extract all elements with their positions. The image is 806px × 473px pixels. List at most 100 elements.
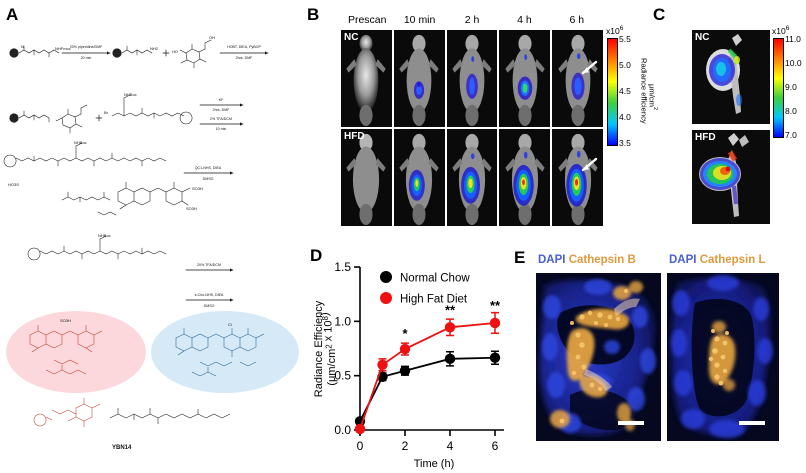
aorta-organ-image-hfd — [699, 133, 749, 217]
panel-e-header-left: DAPI Cathepsin B — [538, 254, 636, 266]
reaction-4-line1: 2% TFA/DCM — [210, 117, 232, 121]
y-tick-label-0: 0.0 — [334, 423, 351, 437]
panel-a-letter: A — [6, 5, 19, 24]
panel-e-letter: E — [514, 248, 526, 267]
timepoint-label-2h: 2 h — [464, 14, 480, 26]
row-tag-hfd: HFD — [344, 131, 365, 142]
mouse-silhouette — [346, 133, 387, 226]
aorta-organ-image-nc — [706, 34, 742, 114]
synthesis-scheme-drawing: 20% piperidine/DMF 20 min HOBT, DIEA, Py… — [3, 35, 299, 451]
label-dapi-left: DAPI — [538, 254, 566, 266]
data-point — [444, 353, 456, 365]
timepoint-label-10min: 10 min — [403, 14, 436, 26]
y-tick-label-1: 0.5 — [334, 369, 351, 383]
data-point — [399, 343, 411, 355]
legend-label-0: Normal Chow — [400, 273, 470, 285]
white-arrow-icon — [581, 157, 597, 172]
red-highlight-ellipse — [6, 311, 146, 393]
legend-marker-1 — [380, 292, 392, 304]
timepoint-label-prescan: Prescan — [347, 14, 387, 26]
colorbar-tick-c-3: 8.0 — [785, 106, 797, 116]
bioluminescence-image-nc-2h — [446, 30, 498, 127]
panel-b-row-nc: NC — [341, 30, 603, 127]
mouse-silhouette — [452, 133, 492, 226]
atom-label-so3h-3: SO3H — [60, 318, 71, 323]
x-tick-label-0: 0 — [357, 439, 364, 453]
reaction-5-line2: DMSO — [203, 177, 214, 181]
panel-b-row-hfd: HFD — [341, 129, 603, 226]
y-tick-label-3: 1.5 — [334, 260, 351, 274]
atom-label-nh2: NH2 — [150, 46, 159, 51]
timepoint-label-6h: 6 h — [569, 14, 585, 26]
reaction-4-line2: 10 min — [216, 127, 227, 131]
reaction-3-line1: KF — [219, 98, 224, 102]
atom-label-so3h-1: SO3H — [186, 206, 197, 211]
chart-axes — [359, 267, 504, 431]
atom-label-nhboc-1: NHBoc — [124, 92, 137, 97]
data-point — [489, 352, 501, 363]
reaction-7-line2: DMSO — [204, 304, 215, 308]
label-dapi-right: DAPI — [669, 254, 697, 266]
bioluminescence-image-nc-4h — [499, 30, 551, 127]
mouse-silhouette — [505, 133, 545, 226]
colorbar-units-b: μm/cm2 — [647, 45, 659, 149]
y-axis-label-line1: Radiance Efficiency — [313, 300, 325, 397]
bioluminescence-image-hfd-10min — [393, 129, 445, 226]
x-tick-label-2: 4 — [447, 439, 454, 453]
panel-c-letter: C — [653, 5, 666, 24]
colorbar-tick-labels-b: 5.5 5.0 4.5 4.0 3.5 — [619, 34, 631, 148]
atom-label-oh: OH — [209, 35, 215, 40]
bioluminescence-image-nc-10min — [393, 30, 445, 127]
bioluminescence-image-hfd-4h — [499, 129, 551, 226]
data-point — [377, 359, 388, 370]
reaction-condition-labels: 20% piperidine/DMF 20 min HOBT, DIEA, Py… — [70, 45, 262, 308]
reaction-5-line1: QC1-NHS, DIEA — [195, 166, 222, 170]
bioluminescence-image-nc-prescan: NC — [341, 30, 392, 127]
colorbar-title-sup-b: 2 — [652, 106, 659, 110]
panel-e-header-right: DAPI Cathepsin L — [669, 254, 766, 266]
panel-b-letter: B — [307, 5, 320, 24]
data-point — [489, 317, 501, 329]
mouse-silhouette — [399, 133, 439, 226]
atom-label-nhfmoc: NHFmoc — [55, 46, 71, 51]
row-tag-nc: NC — [344, 32, 359, 43]
mouse-silhouette — [346, 34, 387, 127]
bioluminescence-image-hfd-2h — [446, 129, 498, 226]
microscopy-image-cathepsin-l — [667, 273, 779, 441]
panel-b-timepoint-labels: Prescan 10 min 2 h 4 h 6 h — [341, 14, 603, 29]
panel-c-ex-vivo-imaging: C NC HFD — [650, 0, 806, 240]
reaction-6-line1: 20% TFA/DCM — [197, 263, 221, 267]
if-image-b-content — [536, 273, 661, 441]
panel-c-colorbar: x106 11.0 10.0 9.0 8.0 7.0 Radiance effi… — [772, 25, 806, 175]
atom-label-ho3s: HO3S — [8, 182, 19, 187]
data-point — [399, 365, 411, 376]
panel-d-letter: D — [310, 246, 323, 265]
colorbar-tick-c-1: 10.0 — [785, 58, 802, 68]
reaction-2-line1: HOBT, DIEA, PyBOP — [227, 45, 261, 49]
bioluminescence-image-nc-6h — [552, 30, 603, 127]
atom-label-ho: HO — [172, 49, 178, 54]
mouse-silhouette — [399, 34, 439, 127]
colorbar-exponent-b: x106 — [606, 25, 623, 36]
row-tag-hfd-c: HFD — [695, 132, 716, 143]
atom-label-so3h-2: SO3H — [192, 186, 203, 191]
panel-e-immunofluorescence: E DAPI Cathepsin B DAPI Cathepsin L — [512, 245, 806, 473]
panel-b-in-vivo-imaging: B Prescan 10 min 2 h 4 h 6 h NC — [305, 0, 658, 240]
data-point — [444, 322, 456, 333]
colorbar-tick-c-4: 7.0 — [785, 130, 797, 140]
colorbar-tick-labels-c: 11.0 10.0 9.0 8.0 7.0 — [785, 34, 802, 140]
ex-vivo-image-nc: NC — [692, 30, 770, 124]
legend-label-1: High Fat Diet — [400, 294, 468, 306]
blue-highlight-ellipse — [151, 311, 299, 393]
colorbar-tick-b-2: 4.5 — [619, 86, 631, 96]
data-point — [354, 423, 366, 435]
colorbar-exponent-c: x106 — [772, 25, 789, 36]
scale-bar-b — [618, 421, 644, 425]
x-tick-label-3: 6 — [492, 439, 499, 453]
label-cathepsin-l: Cathepsin L — [699, 254, 766, 266]
panel-a-synthesis-scheme: A — [0, 0, 310, 473]
colorbar-tick-b-3: 4.0 — [619, 112, 631, 122]
